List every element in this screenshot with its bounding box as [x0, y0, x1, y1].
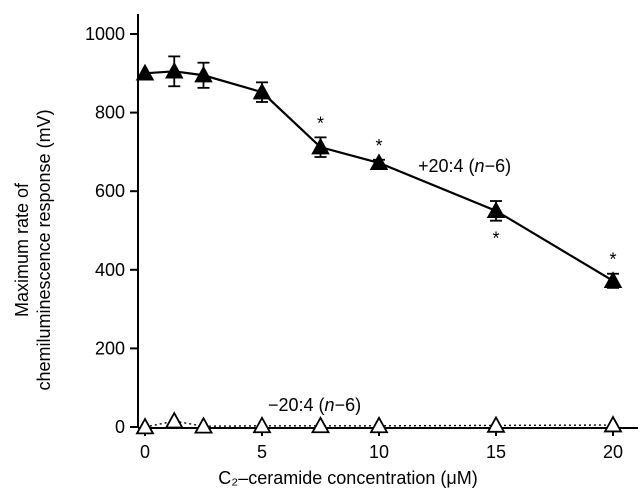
data-point-plus-20-4 [194, 65, 213, 83]
significance-star: * [492, 229, 499, 249]
y-tick-label: 600 [95, 181, 125, 201]
data-point-minus-20-4 [369, 415, 389, 434]
data-point-minus-20-4 [486, 415, 506, 433]
y-tick-label: 400 [95, 260, 125, 280]
axes: 0 200 400 600 800 1000 0 5 10 15 20 [85, 14, 638, 462]
data-point-plus-20-4 [252, 82, 272, 100]
data-point-minus-20-4 [252, 415, 272, 434]
significance-star: * [375, 136, 382, 156]
series-label-minus-20-4: −20:4 (n−6) [268, 395, 361, 415]
data-layer: * * * * +20:4 (n−6) −20:4 (n−6) [135, 55, 623, 435]
series-label-plus-20-4: +20:4 (n−6) [418, 156, 511, 176]
data-point-plus-20-4 [311, 137, 330, 155]
x-tick-label: 5 [257, 442, 267, 462]
data-point-plus-20-4 [603, 271, 623, 288]
y-axis-title-line-1: Maximum rate of [12, 182, 32, 317]
data-point-plus-20-4 [369, 153, 389, 171]
data-point-minus-20-4 [135, 417, 155, 435]
y-tick-label: 0 [115, 417, 125, 437]
y-tick-label: 800 [95, 103, 125, 123]
data-point-minus-20-4 [603, 415, 623, 433]
data-point-minus-20-4 [193, 416, 214, 434]
data-point-plus-20-4 [164, 61, 184, 79]
x-tick-label: 0 [140, 442, 150, 462]
y-axis-title-line-2: chemiluminescence response (mV) [34, 109, 54, 390]
data-point-plus-20-4 [135, 63, 155, 81]
y-tick-label: 1000 [85, 24, 125, 44]
x-tick-label: 15 [486, 442, 506, 462]
data-point-plus-20-4 [486, 201, 506, 218]
x-tick-label: 20 [603, 442, 623, 462]
data-point-minus-20-4 [310, 415, 331, 434]
significance-star: * [609, 250, 616, 270]
data-point-minus-20-4 [164, 411, 184, 429]
x-tick-label: 10 [369, 442, 389, 462]
series-line-plus-20-4 [144, 70, 614, 282]
significance-star: * [317, 113, 324, 133]
y-tick-label: 200 [95, 338, 125, 358]
x-axis-title: C₂–ceramide concentration (μM) [218, 468, 477, 488]
